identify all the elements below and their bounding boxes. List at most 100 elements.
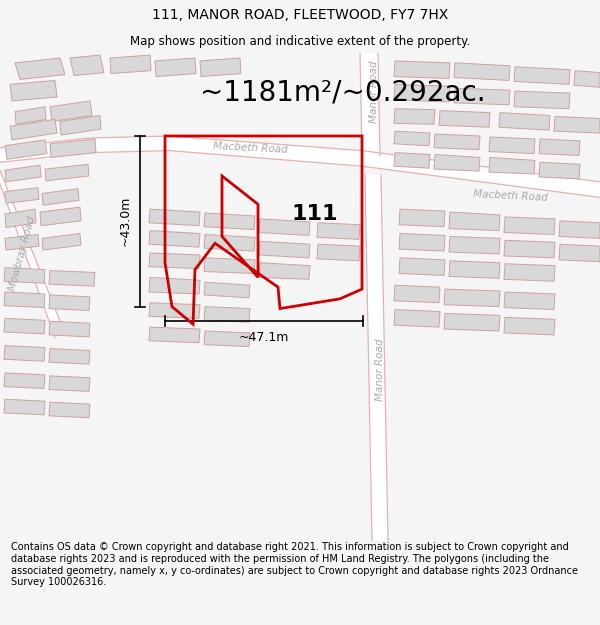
Polygon shape <box>394 84 450 102</box>
Polygon shape <box>45 164 89 181</box>
Polygon shape <box>449 261 500 278</box>
Polygon shape <box>399 258 445 276</box>
Polygon shape <box>49 349 90 364</box>
Polygon shape <box>4 318 45 334</box>
Polygon shape <box>0 170 62 338</box>
Polygon shape <box>554 116 600 133</box>
Polygon shape <box>394 285 440 302</box>
Polygon shape <box>0 136 600 198</box>
Polygon shape <box>4 292 45 308</box>
Polygon shape <box>514 67 570 84</box>
Polygon shape <box>149 209 200 226</box>
Polygon shape <box>559 221 600 238</box>
Polygon shape <box>149 327 200 342</box>
Polygon shape <box>4 399 45 415</box>
Polygon shape <box>259 241 310 258</box>
Polygon shape <box>539 162 580 179</box>
Polygon shape <box>204 331 250 347</box>
Polygon shape <box>499 112 550 130</box>
Polygon shape <box>259 219 310 236</box>
Polygon shape <box>4 346 45 361</box>
Polygon shape <box>489 137 535 154</box>
Polygon shape <box>42 234 81 250</box>
Polygon shape <box>149 302 200 318</box>
Text: Manor Road: Manor Road <box>369 61 379 123</box>
Polygon shape <box>514 91 570 109</box>
Polygon shape <box>110 55 151 74</box>
Polygon shape <box>204 234 255 251</box>
Polygon shape <box>504 318 555 335</box>
Polygon shape <box>149 253 200 269</box>
Polygon shape <box>4 268 45 283</box>
Polygon shape <box>444 289 500 307</box>
Polygon shape <box>5 234 39 250</box>
Polygon shape <box>504 264 555 281</box>
Polygon shape <box>49 271 95 286</box>
Polygon shape <box>399 234 445 251</box>
Polygon shape <box>49 295 90 311</box>
Polygon shape <box>5 209 36 227</box>
Polygon shape <box>10 81 57 101</box>
Text: 111: 111 <box>292 204 338 224</box>
Polygon shape <box>204 282 250 298</box>
Polygon shape <box>50 101 92 121</box>
Text: ~43.0m: ~43.0m <box>119 196 132 246</box>
Polygon shape <box>559 244 600 262</box>
Polygon shape <box>539 139 580 156</box>
Polygon shape <box>49 376 90 391</box>
Polygon shape <box>434 154 480 171</box>
Text: ~1181m²/~0.292ac.: ~1181m²/~0.292ac. <box>200 78 485 106</box>
Polygon shape <box>454 63 510 81</box>
Text: Mowbray Road: Mowbray Road <box>7 214 37 291</box>
Polygon shape <box>399 209 445 227</box>
Polygon shape <box>449 236 500 254</box>
Polygon shape <box>15 107 46 124</box>
Polygon shape <box>5 188 39 203</box>
Polygon shape <box>200 58 241 76</box>
Polygon shape <box>40 207 81 226</box>
Polygon shape <box>49 402 90 418</box>
Polygon shape <box>155 58 196 76</box>
Polygon shape <box>5 165 41 182</box>
Polygon shape <box>149 278 200 294</box>
Polygon shape <box>204 213 255 229</box>
Polygon shape <box>317 222 360 239</box>
Polygon shape <box>70 55 104 76</box>
Polygon shape <box>504 241 555 258</box>
Text: Macbeth Road: Macbeth Road <box>472 189 548 203</box>
Polygon shape <box>5 140 47 159</box>
Polygon shape <box>504 292 555 309</box>
Polygon shape <box>360 53 380 156</box>
Polygon shape <box>149 231 200 247</box>
Polygon shape <box>365 175 388 541</box>
Polygon shape <box>204 307 250 322</box>
Polygon shape <box>10 119 57 140</box>
Text: ~47.1m: ~47.1m <box>239 331 289 344</box>
Text: 111, MANOR ROAD, FLEETWOOD, FY7 7HX: 111, MANOR ROAD, FLEETWOOD, FY7 7HX <box>152 8 448 22</box>
Polygon shape <box>574 71 600 88</box>
Polygon shape <box>50 139 96 158</box>
Polygon shape <box>394 309 440 327</box>
Text: Manor Road: Manor Road <box>375 339 385 401</box>
Polygon shape <box>394 152 430 168</box>
Polygon shape <box>204 258 255 274</box>
Polygon shape <box>439 111 490 128</box>
Polygon shape <box>394 109 435 124</box>
Polygon shape <box>489 158 535 174</box>
Text: Contains OS data © Crown copyright and database right 2021. This information is : Contains OS data © Crown copyright and d… <box>11 542 578 587</box>
Polygon shape <box>394 61 450 79</box>
Text: Macbeth Road: Macbeth Road <box>212 141 287 154</box>
Polygon shape <box>394 131 430 146</box>
Polygon shape <box>4 373 45 389</box>
Polygon shape <box>15 58 65 79</box>
Polygon shape <box>259 262 310 279</box>
Polygon shape <box>434 134 480 149</box>
Text: Map shows position and indicative extent of the property.: Map shows position and indicative extent… <box>130 35 470 48</box>
Polygon shape <box>317 244 360 261</box>
Polygon shape <box>42 189 79 205</box>
Polygon shape <box>449 212 500 231</box>
Polygon shape <box>444 314 500 331</box>
Polygon shape <box>49 321 90 337</box>
Polygon shape <box>504 217 555 234</box>
Polygon shape <box>454 88 510 105</box>
